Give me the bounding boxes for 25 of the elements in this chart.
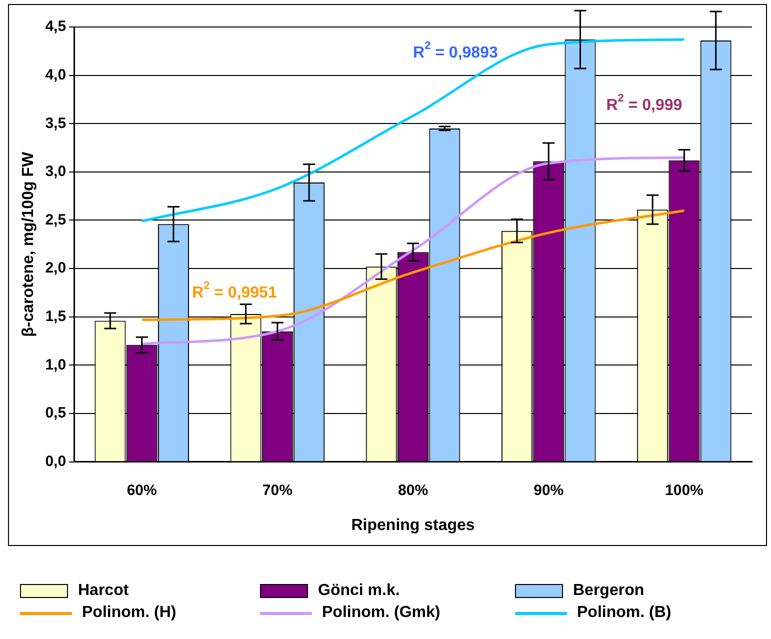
y-tick-label: 0,0 bbox=[45, 452, 66, 470]
x-tick-label: 100% bbox=[665, 482, 704, 499]
y-tick-label: 3,0 bbox=[45, 163, 66, 180]
y-tick-label: 4,5 bbox=[45, 18, 66, 36]
x-tick-label: 60% bbox=[126, 482, 157, 499]
y-tick-label: 4,0 bbox=[45, 66, 66, 84]
legend-label: Polinom. (B) bbox=[577, 604, 672, 622]
legend-label: Polinom. (Gmk) bbox=[322, 604, 440, 622]
y-tick-label: 1,0 bbox=[45, 356, 66, 374]
y-tick-label: 0,5 bbox=[45, 404, 66, 422]
x-axis-title: Ripening stages bbox=[351, 516, 475, 534]
y-tick-label: 3,5 bbox=[45, 114, 66, 132]
legend-label: Gönci m.k. bbox=[318, 582, 400, 600]
x-tick-label: 90% bbox=[534, 482, 564, 499]
line-series bbox=[140, 38, 686, 222]
legend-label: Harcot bbox=[78, 582, 129, 600]
legend-label: Bergeron bbox=[573, 582, 644, 600]
legend-label: Polinom. (H) bbox=[82, 604, 176, 622]
line-series bbox=[140, 209, 686, 322]
x-tick-label: 70% bbox=[262, 482, 292, 499]
x-tick-label: 80% bbox=[398, 482, 428, 499]
y-axis-title: β-carotene, mg/100g FW bbox=[20, 151, 38, 337]
y-tick-label: 1,5 bbox=[45, 308, 66, 326]
y-tick-label: 2,0 bbox=[45, 260, 66, 277]
y-tick-label: 2,5 bbox=[45, 211, 66, 228]
